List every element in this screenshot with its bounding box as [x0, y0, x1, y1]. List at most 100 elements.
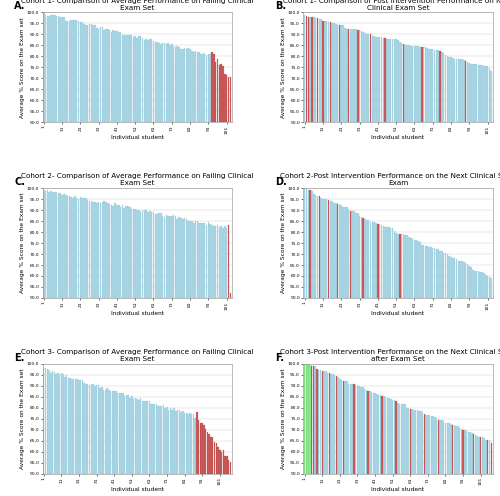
- Bar: [311, 17, 313, 122]
- Bar: [122, 393, 124, 474]
- Bar: [452, 58, 454, 122]
- Bar: [90, 24, 92, 122]
- Bar: [384, 227, 386, 298]
- Bar: [434, 417, 436, 474]
- Bar: [90, 383, 92, 474]
- Bar: [118, 204, 120, 298]
- Bar: [166, 215, 167, 298]
- Bar: [424, 48, 426, 122]
- Bar: [45, 191, 46, 298]
- Bar: [120, 393, 122, 474]
- Bar: [142, 38, 144, 122]
- Bar: [390, 228, 392, 298]
- Bar: [186, 49, 187, 122]
- Bar: [400, 404, 402, 474]
- Bar: [371, 392, 372, 474]
- Bar: [342, 25, 344, 122]
- Bar: [52, 371, 54, 474]
- Bar: [360, 217, 362, 298]
- Bar: [222, 449, 224, 474]
- Bar: [394, 231, 395, 298]
- Bar: [324, 199, 326, 298]
- Bar: [152, 404, 154, 474]
- Bar: [175, 411, 176, 474]
- Bar: [136, 210, 138, 298]
- Bar: [206, 225, 208, 298]
- Bar: [228, 225, 229, 298]
- Bar: [421, 245, 422, 298]
- Bar: [318, 19, 320, 122]
- Bar: [136, 38, 138, 122]
- Bar: [318, 370, 320, 474]
- Bar: [418, 411, 420, 474]
- Bar: [87, 25, 88, 122]
- Bar: [380, 395, 381, 474]
- Bar: [116, 205, 117, 298]
- Bar: [328, 22, 330, 122]
- Bar: [472, 270, 474, 298]
- Bar: [73, 379, 74, 474]
- Bar: [191, 51, 192, 122]
- Bar: [478, 436, 480, 474]
- Bar: [216, 443, 217, 474]
- Bar: [463, 262, 464, 298]
- Bar: [466, 432, 468, 474]
- Bar: [114, 31, 116, 122]
- Bar: [60, 193, 61, 298]
- Bar: [474, 435, 476, 474]
- Bar: [151, 39, 152, 122]
- Bar: [192, 414, 194, 474]
- Bar: [184, 48, 186, 122]
- Bar: [470, 433, 471, 474]
- Bar: [456, 59, 458, 122]
- Bar: [213, 226, 214, 298]
- Bar: [468, 432, 469, 474]
- Bar: [346, 381, 348, 474]
- Bar: [178, 48, 180, 122]
- Bar: [436, 249, 437, 298]
- Bar: [118, 393, 120, 474]
- Bar: [334, 375, 336, 474]
- Bar: [432, 248, 434, 298]
- Bar: [92, 202, 94, 298]
- Bar: [359, 30, 360, 122]
- Bar: [92, 384, 94, 474]
- Bar: [220, 226, 222, 298]
- Bar: [170, 408, 171, 474]
- Bar: [80, 380, 82, 474]
- Bar: [171, 216, 172, 298]
- Text: B.: B.: [275, 1, 286, 11]
- Bar: [427, 415, 428, 474]
- Bar: [384, 38, 386, 122]
- Bar: [420, 411, 422, 474]
- Bar: [401, 43, 402, 122]
- Bar: [454, 258, 456, 298]
- Bar: [147, 212, 149, 298]
- Bar: [355, 385, 356, 474]
- Bar: [350, 29, 351, 122]
- Bar: [419, 242, 420, 298]
- Bar: [134, 398, 136, 474]
- Bar: [182, 219, 184, 298]
- Bar: [465, 62, 466, 122]
- Text: D.: D.: [275, 177, 287, 187]
- Bar: [406, 236, 408, 298]
- Bar: [392, 39, 394, 122]
- Bar: [441, 52, 442, 122]
- Bar: [338, 376, 339, 474]
- Bar: [100, 388, 101, 474]
- Bar: [366, 220, 368, 298]
- Bar: [352, 29, 353, 122]
- Bar: [488, 68, 490, 122]
- Bar: [456, 259, 458, 298]
- Bar: [485, 66, 486, 122]
- Bar: [200, 423, 201, 474]
- Bar: [340, 25, 342, 122]
- Bar: [218, 65, 220, 122]
- Bar: [339, 379, 340, 474]
- Bar: [188, 414, 189, 474]
- Bar: [212, 437, 214, 474]
- Bar: [103, 390, 104, 474]
- Bar: [112, 30, 114, 122]
- Bar: [377, 37, 378, 122]
